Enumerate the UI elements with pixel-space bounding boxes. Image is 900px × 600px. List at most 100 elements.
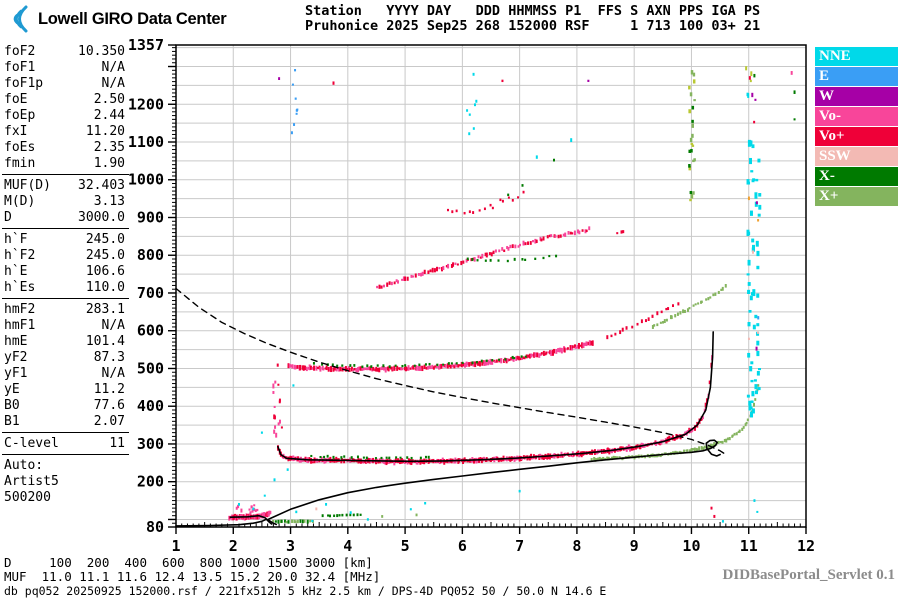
param-row: foEs 2.35	[4, 140, 125, 156]
param-label: hmF1	[4, 318, 36, 333]
panel-divider	[2, 172, 129, 178]
param-label: h`F2	[4, 248, 36, 263]
muf-table-muf-row: MUF 11.0 11.1 11.6 12.4 13.5 15.2 20.0 3…	[4, 569, 381, 584]
y-tick-label: 800	[137, 246, 164, 264]
param-label: h`E	[4, 264, 28, 279]
plot-series-hop2-o-tail	[606, 302, 680, 340]
gridlines	[176, 45, 806, 527]
param-value: 32.403	[78, 178, 125, 193]
panel-note: Artist5	[4, 474, 59, 489]
plot-series-hop3-x	[466, 254, 558, 263]
plot-series-top-specks	[278, 71, 796, 162]
param-row: D 3000.0	[4, 210, 125, 226]
param-row: fmin 1.90	[4, 156, 125, 172]
plot-series-hop2-x	[312, 355, 527, 369]
param-row: MUF(D) 32.403	[4, 178, 125, 194]
param-value: 3.13	[93, 194, 125, 209]
plot-series-baseline-profile	[175, 518, 278, 527]
param-row: hmE 101.4	[4, 334, 125, 350]
param-value: 3000.0	[78, 210, 125, 225]
plot-series-hop4-green	[507, 184, 524, 197]
param-label: C-level	[4, 436, 59, 451]
legend-item-vo: Vo+	[815, 127, 898, 146]
legend-item-x: X+	[815, 187, 898, 206]
plot-series-hop2-o	[287, 340, 594, 373]
x-tick-label: 5	[401, 537, 410, 555]
legend-item-e: E	[815, 67, 898, 86]
param-label: B0	[4, 398, 20, 413]
param-label: foE	[4, 92, 28, 107]
param-label: D	[4, 210, 12, 225]
y-tick-label: 500	[137, 359, 164, 377]
param-value: 2.07	[93, 414, 125, 429]
param-label: h`F	[4, 232, 28, 247]
param-value: 87.3	[93, 350, 125, 365]
panel-divider	[2, 430, 129, 436]
param-value: N/A	[101, 60, 125, 75]
y-tick-label: 400	[137, 397, 164, 415]
y-tick-label: 300	[137, 435, 164, 453]
param-value: 110.0	[85, 280, 125, 295]
param-row: foF2 10.350	[4, 44, 125, 60]
legend-item-w: W	[815, 87, 898, 106]
plot-series-es-x-trace2	[321, 513, 362, 518]
servlet-version-label: DIDBasePortal_Servlet 0.1	[722, 567, 895, 583]
y-tick-label: 80	[146, 518, 164, 536]
param-row: h`Es 110.0	[4, 280, 125, 296]
param-value: 11	[109, 436, 125, 451]
y-tick-label: 700	[137, 284, 164, 302]
plot-series-true-height-profile	[267, 439, 721, 520]
param-row: hmF1 N/A	[4, 318, 125, 334]
param-label: fxI	[4, 124, 28, 139]
plot-series-es-x-trace	[272, 519, 314, 524]
x-tick-label: 3	[286, 537, 295, 555]
param-row: h`F2 245.0	[4, 248, 125, 264]
giro-logo-icon	[13, 5, 28, 33]
plot-series-f1-cusp-spread	[272, 363, 283, 438]
x-tick-label: 7	[515, 537, 524, 555]
y-tick-label: 900	[137, 208, 164, 226]
param-row: foE 2.50	[4, 92, 125, 108]
panel-note: 500200	[4, 490, 51, 505]
plot-series-artist-es-fit	[229, 514, 273, 525]
plot-series-cyan-streak2	[466, 72, 478, 136]
echo-direction-legend: NNE E W Vo- Vo+ SSW X- X+	[815, 47, 898, 207]
param-value: 77.6	[93, 398, 125, 413]
param-label: foF1	[4, 60, 36, 75]
param-value: 283.1	[85, 302, 125, 317]
param-row: C-level 11	[4, 436, 125, 452]
param-value: N/A	[101, 76, 125, 91]
y-tick-label: 600	[137, 322, 164, 340]
param-label: M(D)	[4, 194, 36, 209]
legend-item-nne: NNE	[815, 47, 898, 66]
logo: Lowell GIRO Data Center	[8, 4, 227, 34]
param-value: 245.0	[85, 232, 125, 247]
plot-series-band-top-cluster	[745, 66, 757, 124]
param-value: N/A	[101, 366, 125, 381]
param-value: N/A	[101, 318, 125, 333]
param-value: 11.2	[93, 382, 125, 397]
x-tick-label: 1	[171, 537, 180, 555]
x-tick-label: 4	[343, 537, 352, 555]
plot-series-hop2-x-tail	[651, 284, 727, 329]
x-tick-label: 10	[682, 537, 700, 555]
param-label: MUF(D)	[4, 178, 51, 193]
x-tick-label: 11	[740, 537, 758, 555]
plot-series-f-trace-o	[276, 355, 714, 466]
plot-series-cyan-band-mixed	[747, 196, 760, 351]
y-tick-label: 1100	[128, 133, 164, 151]
station-info-line1: Station YYYY DAY DDD HHMMSS P1 FFS S AXN…	[305, 3, 761, 19]
param-row: h`E 106.6	[4, 264, 125, 280]
x-tick-label: 6	[458, 537, 467, 555]
param-row: yF2 87.3	[4, 350, 125, 366]
param-label: foEp	[4, 108, 36, 123]
param-row: hmF2 283.1	[4, 302, 125, 318]
plot-series-hop3-tail	[616, 230, 625, 235]
y-tick-label: 1200	[128, 95, 164, 113]
param-value: 1.90	[93, 156, 125, 171]
station-info-line2: Pruhonice 2025 Sep25 268 152000 RSF 1 71…	[305, 17, 761, 34]
x-tick-label: 12	[797, 537, 815, 555]
param-row: foF1p N/A	[4, 76, 125, 92]
